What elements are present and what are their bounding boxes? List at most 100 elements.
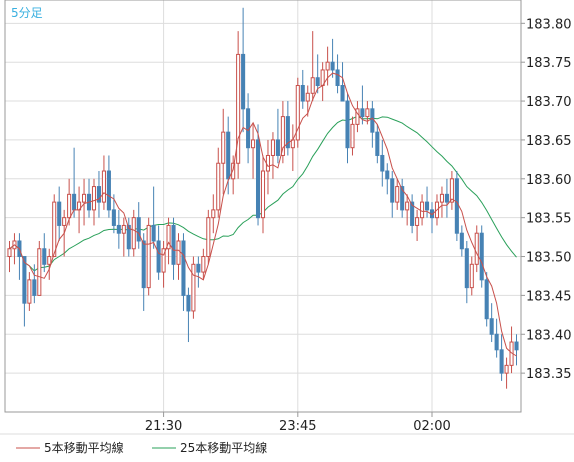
candle-down: [499, 349, 504, 374]
y-tick-label: 183.80: [526, 17, 572, 32]
legend-ma5-label: 5本移動平均線: [44, 440, 124, 455]
candle-down: [126, 224, 131, 250]
y-tick-label: 183.55: [526, 212, 572, 227]
y-tick-label: 183.50: [526, 251, 572, 266]
y-tick-label: 183.45: [526, 289, 572, 304]
candle-down: [464, 248, 469, 289]
candle-up: [206, 217, 211, 258]
candle-down: [335, 69, 340, 87]
candle-up: [176, 240, 181, 265]
candle-up: [82, 193, 87, 203]
candle-up: [27, 279, 32, 304]
candle-up: [469, 263, 474, 289]
candle-down: [315, 77, 320, 87]
candle-down: [57, 201, 62, 226]
candle-up: [131, 217, 136, 250]
candle-down: [454, 178, 459, 234]
candle-down: [424, 201, 430, 211]
candle-up: [251, 139, 256, 149]
candle-down: [136, 217, 141, 242]
candle-up: [439, 193, 444, 203]
candle-up: [260, 170, 266, 219]
candle-up: [161, 248, 166, 273]
x-axis: 21:30 23:45 02:00: [145, 412, 451, 434]
candle-up: [91, 186, 97, 211]
candle-up: [365, 108, 370, 118]
candle-up: [67, 193, 72, 219]
candle-down: [22, 256, 27, 304]
candle-down: [42, 248, 47, 265]
candle-up: [350, 123, 355, 149]
candle-up: [146, 224, 151, 289]
candle-down: [106, 170, 111, 211]
candle-down: [300, 85, 305, 102]
candle-down: [385, 170, 390, 180]
candle-up: [395, 186, 400, 203]
candle-down: [141, 240, 146, 289]
y-tick-label: 183.35: [526, 367, 572, 382]
candle-up: [216, 162, 221, 211]
candle-down: [345, 100, 350, 149]
candle-up: [280, 116, 285, 156]
candle-up: [355, 108, 360, 125]
candle-down: [181, 240, 186, 296]
candle-down: [96, 186, 102, 203]
candle-down: [484, 279, 489, 320]
candle-down: [410, 201, 415, 226]
candle-down: [255, 139, 261, 219]
y-tick-label: 183.60: [526, 173, 572, 188]
candle-down: [275, 139, 280, 156]
candle-up: [310, 77, 315, 94]
candle-down: [340, 85, 345, 102]
x-tick-label: 21:30: [145, 419, 182, 434]
candle-down: [156, 240, 161, 273]
candle-up: [449, 178, 454, 203]
candle-up: [405, 201, 410, 211]
candle-down: [375, 131, 380, 156]
candle-down: [370, 108, 375, 133]
candle-up: [47, 256, 52, 265]
candle-down: [72, 193, 77, 211]
y-tick-label: 183.75: [526, 56, 572, 71]
candle-down: [171, 224, 176, 265]
candle-down: [514, 341, 519, 351]
candle-up: [7, 248, 12, 258]
candle-up: [295, 85, 300, 141]
candle-up: [52, 201, 57, 258]
candle-down: [380, 154, 385, 172]
candle-up: [415, 217, 420, 226]
candle-up: [265, 154, 271, 172]
x-tick-label: 23:45: [279, 419, 316, 434]
x-tick-label: 02:00: [413, 419, 450, 434]
candle-up: [325, 61, 330, 71]
candle-down: [151, 224, 156, 242]
candle-down: [226, 131, 231, 180]
ma5-layer: [9, 72, 517, 357]
legend-ma25-label: 25本移動平均線: [180, 440, 267, 455]
candle-up: [211, 209, 216, 219]
candle-up: [504, 364, 509, 374]
candle-down: [494, 333, 499, 351]
candle-down: [32, 279, 37, 296]
legend: 5本移動平均線 25本移動平均線: [16, 440, 267, 455]
ma5-line: [9, 72, 517, 357]
candle-down: [116, 224, 121, 234]
y-axis: 183.35 183.40 183.45 183.50 183.55 183.60 183.…: [521, 17, 572, 382]
y-tick-label: 183.70: [526, 95, 572, 110]
y-tick-label: 183.40: [526, 328, 572, 343]
candle-up: [305, 92, 310, 102]
candle-down: [400, 186, 405, 211]
candle-up: [121, 224, 126, 234]
candle-down: [241, 53, 246, 110]
candle-up: [420, 201, 425, 219]
candle-down: [111, 209, 116, 226]
plot-frame: [4, 0, 522, 413]
candle-down: [489, 318, 494, 335]
candle-up: [101, 170, 106, 203]
candles-layer: [7, 7, 519, 389]
candle-up: [62, 217, 67, 226]
candle-up: [221, 131, 226, 164]
candle-up: [166, 224, 171, 250]
